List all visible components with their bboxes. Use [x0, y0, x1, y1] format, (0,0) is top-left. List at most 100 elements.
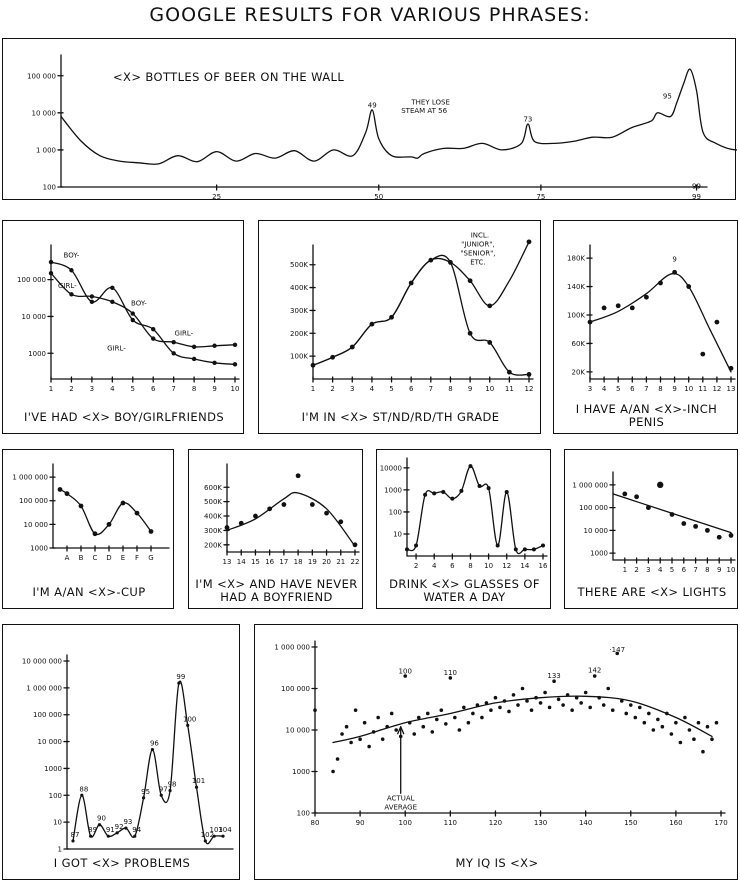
- chart-lights: 1000 10 000 100 000 1 000 000 1 2 3 4 5 6 7 8 9 10 THE…: [572, 471, 736, 599]
- iq-point: [651, 728, 656, 732]
- grade-annotation: ETC.: [470, 259, 485, 267]
- page-title: GOOGLE RESULTS FOR VARIOUS PHRASES:: [149, 4, 591, 26]
- boygirl-xtick-label: 10: [231, 385, 240, 393]
- grade-series-line: [312, 241, 530, 366]
- lights-point: [634, 494, 639, 500]
- boygirl-point: [69, 292, 74, 297]
- boygirl-point: [48, 270, 54, 276]
- grade-annotation: "JUNIOR",: [461, 240, 495, 248]
- grade-point: [506, 369, 512, 375]
- iq-point: [628, 703, 633, 707]
- grade-point: [408, 280, 414, 286]
- problems-point: [194, 785, 199, 789]
- iq-point: [430, 730, 435, 734]
- problems-point: [150, 748, 155, 752]
- water-xtick-label: 10: [484, 562, 493, 570]
- grade-point: [389, 314, 394, 320]
- problems-ytick-label: 1: [58, 846, 62, 854]
- iq-point: [412, 732, 417, 736]
- iq-point: [592, 674, 597, 678]
- problems-ytick-label: 10 000 000: [22, 658, 62, 666]
- iq-point: [606, 686, 611, 691]
- lights-xtick-label: 5: [670, 566, 674, 574]
- iq-point: [335, 757, 340, 761]
- chart-water: 10 100 1000 10000 2 4 6 8 10 12 14 16 DRINK <X> GLAS…: [380, 457, 548, 604]
- iq-xtick-label: 80: [311, 819, 320, 827]
- problems-series-line: [72, 680, 224, 845]
- problems-point-label: 87: [71, 831, 80, 839]
- boygirl-xtick-label: 5: [131, 385, 135, 393]
- problems-ytick-label: 1000: [44, 765, 62, 773]
- grade-xtick-label: 5: [389, 385, 393, 393]
- lights-point: [657, 481, 664, 489]
- panel-iq: 100 1000 10 000 100 000 1 000 000 80 90 100 110 1…: [254, 624, 738, 880]
- penis-xtick-label: 9: [672, 385, 676, 393]
- iq-annotation: 133: [547, 672, 560, 680]
- lights-xtick-label: 1: [623, 566, 627, 574]
- iq-point: [538, 701, 543, 705]
- problems-point-label: 91: [106, 826, 115, 834]
- water-ytick-label: 10000: [380, 464, 402, 472]
- grade-ytick-label: 400K: [290, 284, 308, 292]
- iq-point: [371, 730, 376, 734]
- penis-xtick-label: 12: [712, 385, 721, 393]
- lights-xtick-label: 2: [634, 566, 638, 574]
- iq-point: [647, 711, 651, 716]
- boygirl-point: [151, 327, 156, 332]
- iq-point: [403, 674, 408, 678]
- water-point: [441, 490, 446, 495]
- chart-boygirl: 1000 10 000 100 000 1 2 3 4 5 6 7 8 9 10 BOY- GIRL- BOY…: [17, 244, 240, 424]
- penis-point: [601, 305, 607, 311]
- problems-point-label: 99: [176, 673, 185, 681]
- iq-point: [638, 705, 642, 710]
- iq-point: [448, 676, 453, 680]
- chart-problems: 1 10 100 1000 10 000 100 000 1 000 000 10 000 0…: [22, 654, 234, 870]
- boygirl-series-line: [50, 272, 236, 348]
- iq-point: [570, 708, 574, 712]
- lights-xtick-label: 3: [646, 566, 650, 574]
- grade-point: [467, 330, 473, 336]
- penis-point: [672, 269, 677, 275]
- iq-point: [579, 701, 583, 705]
- boygirl-annotation: GIRL-: [107, 344, 126, 352]
- penis-point: [686, 284, 692, 289]
- problems-point: [133, 834, 137, 838]
- boygirl-annotation: GIRL-: [175, 330, 194, 338]
- lights-xtick-label: 7: [693, 566, 697, 574]
- chart-beer: 100 1 000 10 000 100 000 25 50 75 99 49 73 95 99 THE…: [27, 54, 737, 201]
- beer-xtick-label: 99: [692, 193, 701, 201]
- grade-xtick-label: 8: [448, 385, 452, 393]
- water-point: [459, 488, 464, 493]
- water-point: [423, 492, 428, 497]
- lights-ytick-label: 10 000: [584, 527, 609, 535]
- boyfriend-x-caption: I'M <X> AND HAVE NEVER HAD A BOYFRIEND: [195, 577, 357, 604]
- problems-point-label: 97: [159, 785, 168, 793]
- problems-point-label: 98: [168, 781, 177, 789]
- water-point: [495, 543, 500, 548]
- grade-point: [526, 239, 532, 245]
- cup-point: [148, 529, 154, 534]
- problems-point: [115, 831, 119, 835]
- penis-xtick-label: 8: [658, 385, 662, 393]
- boygirl-xtick-label: 7: [171, 385, 175, 393]
- iq-point: [534, 695, 538, 700]
- beer-series-line: [60, 68, 737, 165]
- problems-point-label: 101: [192, 777, 205, 785]
- water-ytick-label: 100: [389, 508, 402, 516]
- iq-point: [407, 720, 412, 725]
- panel-lights: 1000 10 000 100 000 1 000 000 1 2 3 4 5 6 7 8 9 10 THE…: [564, 449, 738, 609]
- beer-annotation: 95: [663, 93, 672, 101]
- boygirl-point: [232, 362, 238, 367]
- iq-trend-line: [332, 695, 713, 744]
- cup-xtick-label: A: [65, 554, 70, 562]
- boyfriend-xtick-label: 18: [294, 558, 303, 566]
- iq-xtick-label: 150: [624, 819, 637, 827]
- panel-problems: 1 10 100 1000 10 000 100 000 1 000 000 10 000 0…: [2, 624, 240, 880]
- iq-point: [344, 724, 349, 729]
- iq-x-caption: MY IQ IS <X>: [456, 856, 539, 870]
- iq-point: [665, 711, 669, 716]
- penis-point: [700, 351, 706, 357]
- beer-ytick-label: 10 000: [32, 109, 57, 117]
- grade-series-line: [312, 254, 530, 376]
- iq-point: [705, 724, 710, 729]
